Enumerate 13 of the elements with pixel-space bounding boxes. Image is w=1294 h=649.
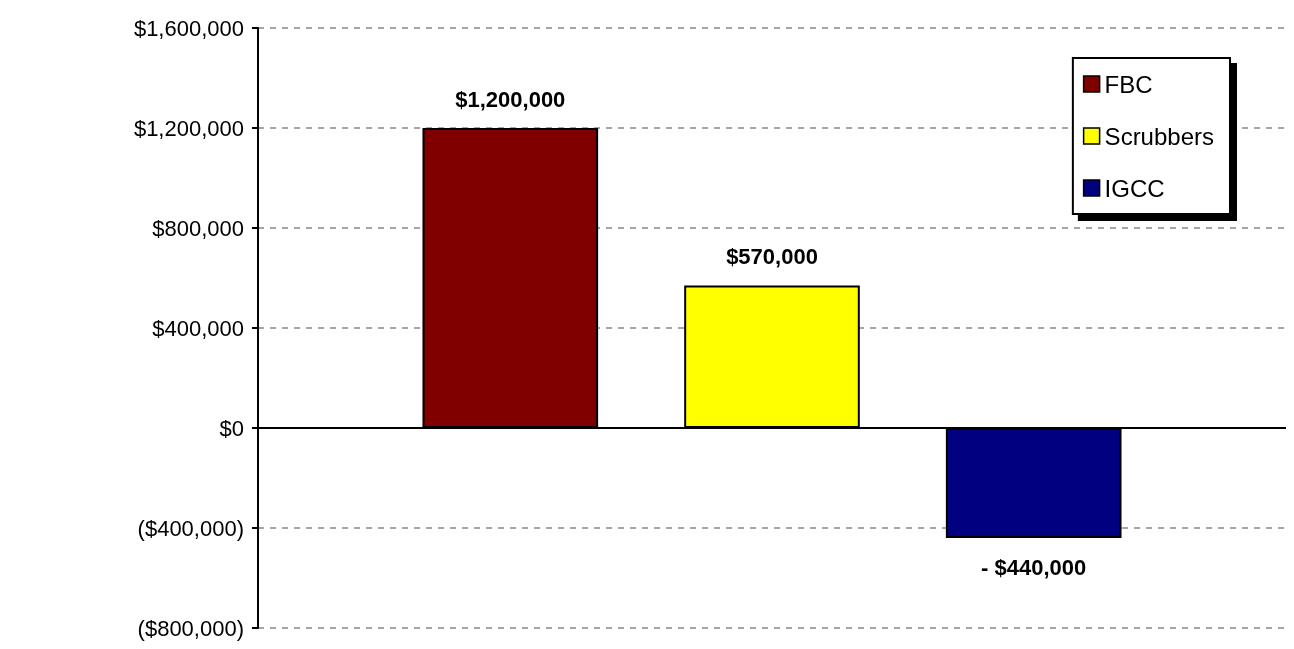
legend-label: FBC bbox=[1104, 70, 1153, 98]
data-label: $1,200,000 bbox=[455, 86, 566, 112]
y-tick-label: $1,600,000 bbox=[133, 15, 244, 41]
data-label: - $440,000 bbox=[981, 554, 1087, 580]
legend-label: IGCC bbox=[1104, 174, 1165, 202]
y-tick-label: $1,200,000 bbox=[133, 115, 244, 141]
data-label: $570,000 bbox=[726, 244, 818, 269]
y-tick-label: $400,000 bbox=[152, 315, 244, 341]
y-tick-label: ($800,000) bbox=[137, 615, 244, 641]
y-tick-label: $0 bbox=[219, 415, 244, 441]
y-tick-label: ($400,000) bbox=[137, 515, 244, 541]
y-tick-label: $800,000 bbox=[152, 215, 244, 241]
legend-label: Scrubbers bbox=[1104, 122, 1215, 150]
